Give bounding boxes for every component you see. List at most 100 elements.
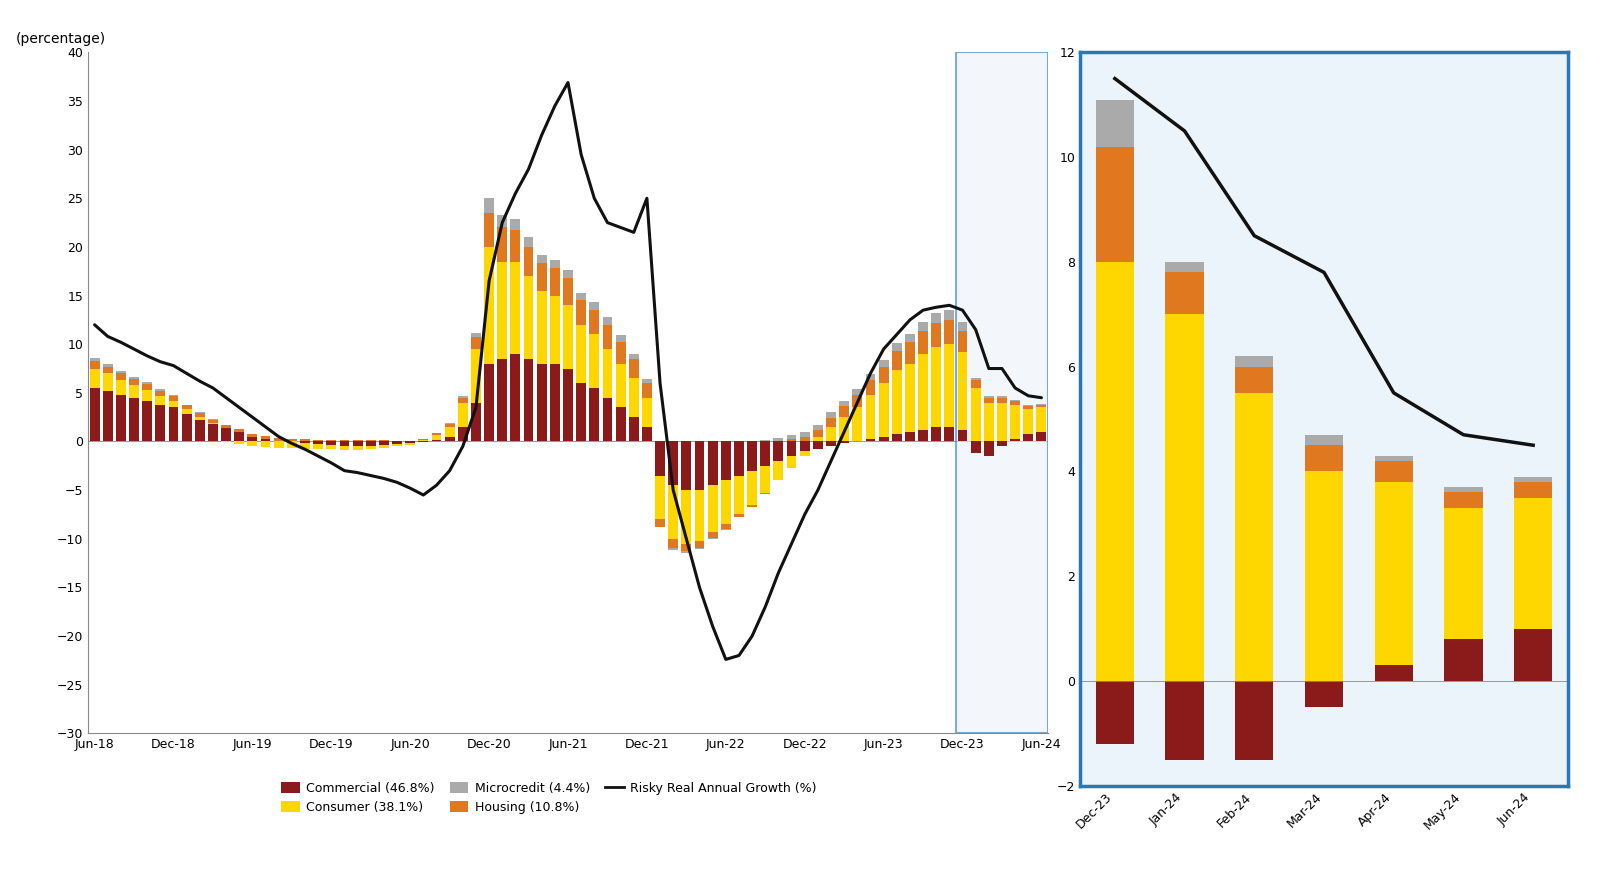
Bar [392,442,402,444]
Bar [826,427,835,442]
Bar [1306,445,1342,471]
Bar [523,276,533,359]
Bar [944,427,954,442]
Bar [102,364,112,367]
Bar [603,398,613,442]
Bar [379,442,389,445]
Bar [891,343,902,351]
Bar [208,419,218,420]
Bar [1024,409,1034,434]
Bar [971,381,981,388]
Bar [1165,681,1203,760]
Bar [642,383,651,398]
Bar [523,247,533,276]
Bar [261,438,270,442]
Bar [261,436,270,438]
Bar [997,402,1006,442]
Bar [813,436,822,442]
Bar [130,377,139,379]
Bar [563,368,573,442]
Bar [800,451,810,456]
Bar [563,306,573,368]
Bar [221,442,230,443]
Bar [957,430,968,442]
Bar [102,374,112,391]
Bar [984,398,994,402]
Bar [589,302,600,310]
Bar [878,383,888,436]
Bar [155,391,165,395]
Bar [787,438,797,442]
Bar [891,370,902,434]
Bar [1165,272,1203,314]
Bar [944,310,954,320]
Bar [1010,404,1021,438]
Bar [760,466,770,493]
Bar [760,493,770,494]
Bar [208,424,218,442]
Bar [931,323,941,347]
Bar [498,359,507,442]
Bar [379,445,389,449]
Bar [1165,314,1203,681]
Bar [1306,471,1342,681]
Bar [563,271,573,278]
Bar [458,402,467,427]
Bar [576,383,586,442]
Bar [90,358,99,361]
Bar [1024,407,1034,409]
Bar [826,418,835,427]
Bar [366,442,376,446]
Bar [182,404,192,405]
Bar [589,388,600,442]
Bar [195,412,205,413]
Bar [669,539,678,548]
Bar [1024,407,1034,409]
Bar [1010,400,1021,401]
Bar [906,364,915,432]
Bar [984,395,994,398]
Bar [971,388,981,442]
Bar [576,300,586,325]
Bar [470,349,482,402]
Bar [155,404,165,442]
Bar [234,432,245,442]
Bar [182,415,192,442]
Bar [576,292,586,300]
Bar [1037,408,1046,432]
Bar [445,427,454,436]
Bar [971,381,981,388]
Bar [405,441,414,442]
Bar [155,395,165,404]
Bar [840,442,850,443]
Bar [1445,639,1483,681]
Bar [840,417,850,442]
Bar [957,352,968,430]
Bar [800,436,810,442]
Bar [669,442,678,485]
Bar [1010,404,1021,438]
Bar [1010,401,1021,404]
Bar [1514,498,1552,629]
Bar [1037,404,1046,408]
Bar [419,439,429,442]
Bar [1037,404,1046,408]
Bar [629,354,638,359]
Bar [694,540,704,547]
Bar [654,442,666,476]
Bar [957,322,968,331]
Bar [826,442,835,446]
Bar [707,442,717,485]
Bar [248,434,258,436]
Bar [248,442,258,446]
Bar [1445,492,1483,508]
Bar [366,446,376,450]
Bar [957,430,968,442]
Bar [445,423,454,424]
Bar [906,432,915,442]
Bar [971,442,981,453]
Bar [470,402,482,442]
Bar [326,439,336,442]
Bar [866,375,875,381]
Bar [510,354,520,442]
